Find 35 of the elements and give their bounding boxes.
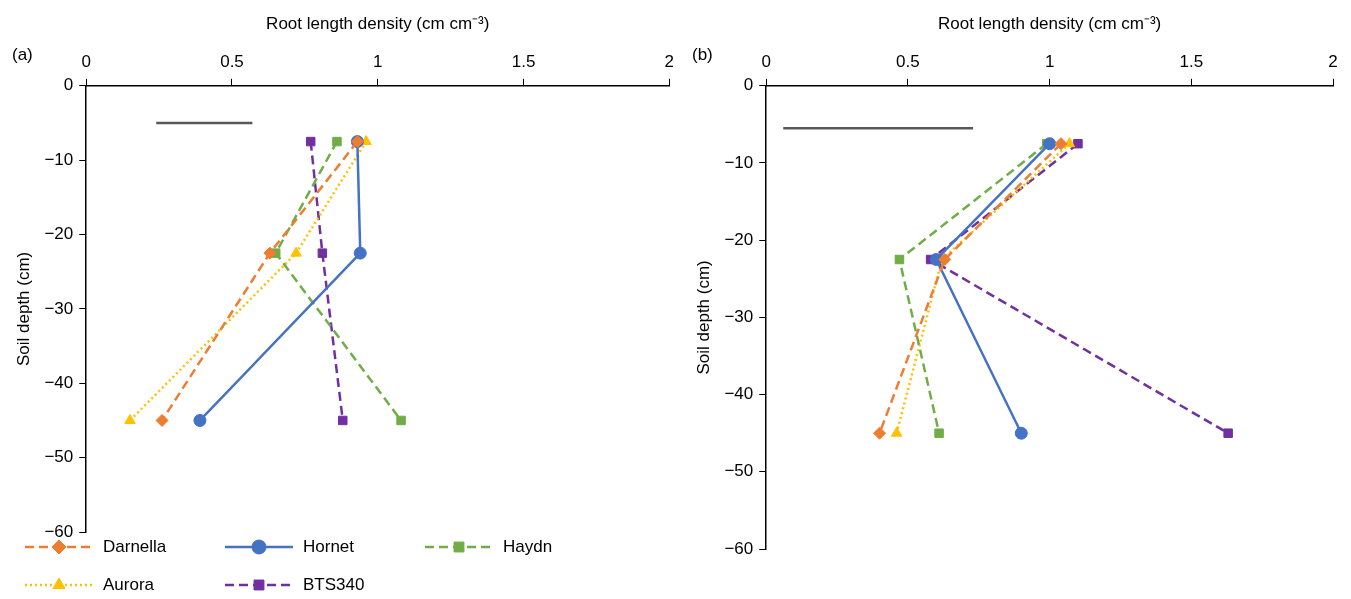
- x-axis-title: Root length density (cm cm⁻³): [266, 13, 490, 33]
- y-axis-title: Soil depth (cm): [13, 251, 33, 367]
- y-tick-label: −50: [44, 447, 74, 467]
- y-tick-label: −10: [724, 152, 754, 172]
- legend-label: Darnella: [103, 536, 167, 556]
- x-tick-label: 0.5: [896, 52, 920, 72]
- x-axis-title: Root length density (cm cm⁻³): [937, 13, 1162, 33]
- chart-title: (a): [12, 45, 33, 65]
- y-tick-label: −30: [724, 307, 754, 327]
- chart-title: (b): [692, 45, 713, 65]
- y-tick-label: 0: [743, 75, 754, 95]
- x-tick-label: 2: [664, 52, 675, 72]
- x-tick-label: 0: [81, 52, 91, 72]
- y-tick-label: −20: [724, 229, 754, 249]
- y-tick-label: −50: [724, 461, 754, 481]
- y-tick-label: −40: [44, 372, 74, 392]
- y-tick-label: −10: [44, 149, 74, 169]
- y-tick-label: 0: [63, 75, 74, 95]
- x-tick-label: 1.5: [511, 52, 536, 72]
- y-tick-label: −40: [724, 384, 754, 404]
- y-tick-label: −30: [44, 298, 74, 318]
- legend-label: Aurora: [103, 574, 155, 594]
- x-tick-label: 1.5: [1179, 52, 1204, 72]
- x-tick-label: 1: [1044, 52, 1055, 72]
- x-tick-label: 2: [1328, 52, 1338, 72]
- y-tick-label: −60: [44, 521, 74, 541]
- legend-label: Hornet: [303, 536, 355, 556]
- y-axis-title: Soil depth (cm): [693, 260, 713, 375]
- x-tick-label: 0.5: [220, 52, 244, 72]
- legend-label: Haydn: [503, 536, 553, 556]
- legend-label: BTS340: [303, 574, 365, 594]
- y-tick-label: −60: [724, 538, 754, 558]
- x-tick-label: 0: [761, 52, 771, 72]
- x-tick-label: 1: [373, 52, 383, 72]
- y-tick-label: −20: [44, 224, 74, 244]
